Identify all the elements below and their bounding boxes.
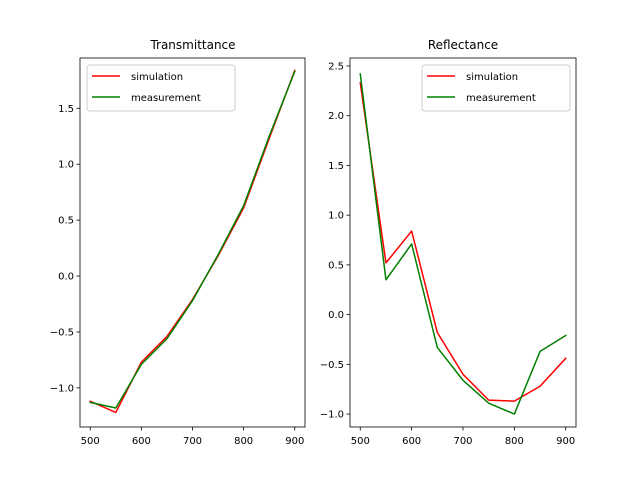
y-tick-label: −1.0 (320, 410, 344, 421)
x-tick-label: 900 (285, 436, 304, 447)
x-tick-label: 900 (556, 436, 575, 447)
y-tick-label: −1.0 (50, 383, 74, 394)
y-tick-label: −0.5 (50, 327, 74, 338)
reflectance-title: Reflectance (428, 38, 498, 52)
y-tick-label: 2.0 (328, 111, 344, 122)
x-tick-label: 700 (183, 436, 202, 447)
reflectance-axes: Reflectance 500 600 700 800 900 −1.0 −0.5 0.0 0.… (320, 38, 577, 447)
y-tick-label: 0.0 (58, 272, 74, 283)
x-tick-label: 800 (234, 436, 253, 447)
transmittance-title: Transmittance (149, 38, 235, 52)
reflectance-legend: simulation measurement (421, 64, 571, 112)
series-line-measurement (89, 70, 296, 409)
series-line-measurement (359, 73, 567, 415)
transmittance-ticks: 500 600 700 800 900 −1.0 −0.5 0.0 0.5 1.0 1.5 (50, 104, 305, 447)
legend-label-simulation: simulation (466, 72, 518, 83)
x-tick-label: 600 (132, 436, 151, 447)
transmittance-axes: Transmittance 500 600 700 800 900 −1.0 −0.5 0.0… (50, 38, 306, 447)
transmittance-lines (89, 69, 296, 414)
y-tick-label: 2.5 (328, 61, 344, 72)
y-tick-label: 1.0 (58, 160, 74, 171)
x-tick-label: 800 (505, 436, 524, 447)
legend-box (421, 64, 571, 112)
legend-label-simulation: simulation (131, 72, 183, 83)
transmittance-frame (79, 57, 306, 428)
reflectance-ticks: 500 600 700 800 900 −1.0 −0.5 0.0 0.5 1.0 1.5 2.0 2.… (320, 61, 576, 447)
legend-label-measurement: measurement (131, 93, 201, 104)
y-tick-label: 0.0 (328, 310, 344, 321)
reflectance-frame (349, 57, 577, 428)
y-tick-label: 0.5 (58, 216, 74, 227)
y-tick-label: 0.5 (328, 260, 344, 271)
legend-label-measurement: measurement (466, 93, 536, 104)
x-tick-label: 600 (402, 436, 421, 447)
x-tick-label: 700 (453, 436, 472, 447)
y-tick-label: −0.5 (320, 360, 344, 371)
transmittance-legend: simulation measurement (86, 64, 236, 112)
y-tick-label: 1.5 (58, 104, 74, 115)
reflectance-lines (359, 73, 567, 415)
x-tick-label: 500 (81, 436, 100, 447)
y-tick-label: 1.0 (328, 211, 344, 222)
y-tick-label: 1.5 (328, 161, 344, 172)
series-line-simulation (359, 82, 567, 402)
legend-box (86, 64, 236, 112)
x-tick-label: 500 (351, 436, 370, 447)
